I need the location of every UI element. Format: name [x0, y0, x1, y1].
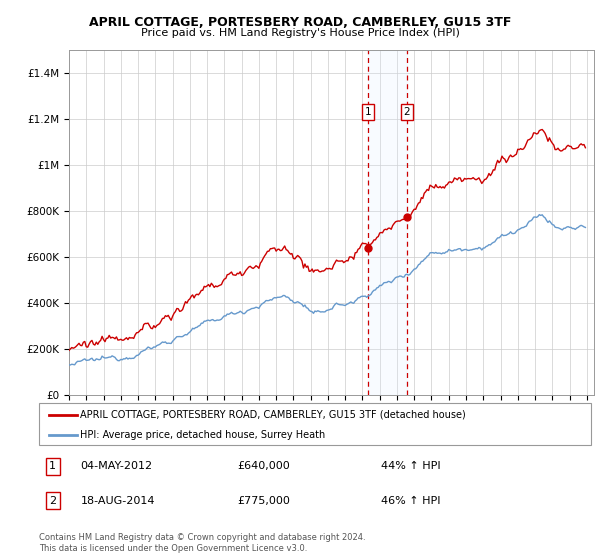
- Text: Price paid vs. HM Land Registry's House Price Index (HPI): Price paid vs. HM Land Registry's House …: [140, 28, 460, 38]
- Text: 46% ↑ HPI: 46% ↑ HPI: [381, 496, 441, 506]
- Text: Contains HM Land Registry data © Crown copyright and database right 2024.
This d: Contains HM Land Registry data © Crown c…: [39, 533, 365, 553]
- Text: 44% ↑ HPI: 44% ↑ HPI: [381, 461, 441, 472]
- Text: 18-AUG-2014: 18-AUG-2014: [80, 496, 155, 506]
- Bar: [368, 50, 407, 395]
- Text: 1: 1: [365, 108, 371, 118]
- Text: 2: 2: [49, 496, 56, 506]
- FancyBboxPatch shape: [39, 403, 591, 445]
- Text: £775,000: £775,000: [238, 496, 290, 506]
- Text: APRIL COTTAGE, PORTESBERY ROAD, CAMBERLEY, GU15 3TF: APRIL COTTAGE, PORTESBERY ROAD, CAMBERLE…: [89, 16, 511, 29]
- Text: 2: 2: [404, 108, 410, 118]
- Text: HPI: Average price, detached house, Surrey Heath: HPI: Average price, detached house, Surr…: [80, 430, 326, 440]
- Text: 1: 1: [49, 461, 56, 472]
- Text: £640,000: £640,000: [238, 461, 290, 472]
- Text: 04-MAY-2012: 04-MAY-2012: [80, 461, 152, 472]
- Text: APRIL COTTAGE, PORTESBERY ROAD, CAMBERLEY, GU15 3TF (detached house): APRIL COTTAGE, PORTESBERY ROAD, CAMBERLE…: [80, 410, 466, 420]
